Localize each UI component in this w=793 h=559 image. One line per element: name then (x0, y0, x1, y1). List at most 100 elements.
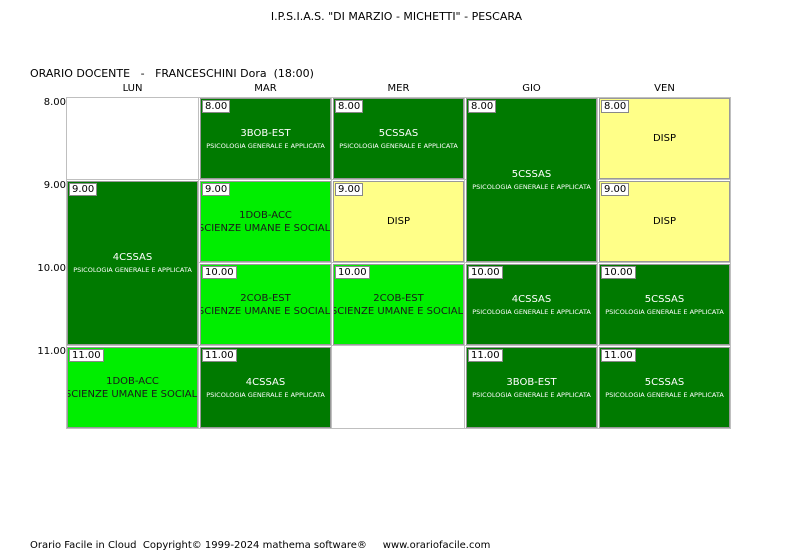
grid-line-vertical (331, 97, 332, 429)
lesson-time: 11.00 (601, 349, 636, 362)
lesson-time: 11.00 (468, 349, 503, 362)
heading-separator: - (140, 67, 145, 80)
lesson-time: 8.00 (601, 100, 630, 113)
time-label-11: 11.00 (37, 346, 66, 357)
lesson-cell[interactable]: 3BOB-EST PSICOLOGIA GENERALE E APPLICATA 1… (466, 347, 597, 428)
grid-line-horizontal (66, 345, 731, 346)
lesson-content: 4CSSAS PSICOLOGIA GENERALE E APPLICATA (68, 182, 197, 344)
grid-line-vertical (464, 97, 465, 429)
lesson-class: 5CSSAS (644, 293, 685, 305)
day-header-ven: VEN (654, 83, 675, 94)
lesson-time: 9.00 (335, 183, 364, 196)
lesson-cell[interactable]: 2COB-EST SCIENZE UMANE E SOCIALI 10.00 (333, 264, 464, 345)
footer-website[interactable]: www.orariofacile.com (382, 540, 491, 551)
lesson-time: 10.00 (601, 266, 636, 279)
lesson-cell[interactable]: DISP 9.00 (599, 181, 730, 262)
lesson-class: 5CSSAS (511, 169, 552, 180)
lesson-cell[interactable]: 5CSSAS PSICOLOGIA GENERALE E APPLICATA 8.0… (466, 98, 597, 262)
teacher-name: FRANCESCHINI Dora (155, 67, 267, 80)
footer-copyright: Copyright© 1999-2024 mathema software® (142, 540, 367, 551)
lesson-content: 1DOB-ACC SCIENZE UMANE E SOCIALI (201, 182, 330, 261)
lesson-subject: SCIENZE UMANE E SOCIALI (200, 305, 331, 317)
lesson-time: 9.00 (69, 183, 98, 196)
lesson-class: 3BOB-EST (506, 376, 557, 388)
day-header-lun: LUN (122, 83, 143, 94)
time-label-8: 8.00 (43, 97, 66, 108)
lesson-class: 1DOB-ACC (106, 375, 159, 387)
lesson-cell[interactable]: 2COB-EST SCIENZE UMANE E SOCIALI 10.00 (200, 264, 331, 345)
footer-app: Orario Facile in Cloud (30, 540, 137, 551)
time-label-10: 10.00 (37, 263, 66, 274)
lesson-content: 3BOB-EST PSICOLOGIA GENERALE E APPLICATA (467, 348, 596, 427)
grid-line-vertical (730, 97, 731, 429)
lesson-class: 2COB-EST (240, 292, 291, 304)
schedule-type: ORARIO DOCENTE (30, 67, 131, 80)
lesson-content: 2COB-EST SCIENZE UMANE E SOCIALI (201, 265, 330, 344)
lesson-class: 3BOB-EST (240, 127, 291, 139)
lesson-subject: PSICOLOGIA GENERALE E APPLICATA (206, 141, 325, 150)
lesson-subject: PSICOLOGIA GENERALE E APPLICATA (206, 390, 325, 399)
lesson-time: 10.00 (468, 266, 503, 279)
lesson-class: DISP (652, 216, 677, 227)
day-header-mer: MER (387, 83, 410, 94)
lesson-class: 4CSSAS (245, 376, 286, 388)
lesson-subject: SCIENZE UMANE E SOCIALI (200, 222, 331, 234)
lesson-subject: PSICOLOGIA GENERALE E APPLICATA (73, 266, 192, 274)
lesson-time: 10.00 (202, 266, 237, 279)
teacher-hours: (18:00) (273, 67, 314, 80)
grid-line-vertical (597, 97, 598, 429)
day-header-mar: MAR (254, 83, 277, 94)
day-header-gio: GIO (522, 83, 541, 94)
lesson-content: 1DOB-ACC SCIENZE UMANE E SOCIALI (68, 348, 197, 427)
lesson-subject: PSICOLOGIA GENERALE E APPLICATA (472, 390, 591, 399)
grid-line-vertical (198, 97, 199, 429)
lesson-content: 3BOB-EST PSICOLOGIA GENERALE E APPLICATA (201, 99, 330, 178)
lesson-cell[interactable]: 5CSSAS PSICOLOGIA GENERALE E APPLICATA 11.… (599, 347, 730, 428)
lesson-subject: PSICOLOGIA GENERALE E APPLICATA (339, 141, 458, 150)
lesson-subject: SCIENZE UMANE E SOCIALI (67, 388, 198, 400)
lesson-class: 5CSSAS (644, 376, 685, 388)
lesson-subject: PSICOLOGIA GENERALE E APPLICATA (472, 183, 591, 191)
lesson-cell[interactable]: 5CSSAS PSICOLOGIA GENERALE E APPLICATA 10.… (599, 264, 730, 345)
lesson-content: DISP (600, 99, 729, 178)
timetable-grid (66, 97, 731, 429)
lesson-class: DISP (386, 216, 411, 227)
lesson-subject: PSICOLOGIA GENERALE E APPLICATA (605, 390, 724, 399)
lesson-time: 11.00 (69, 349, 104, 362)
lesson-content: 5CSSAS PSICOLOGIA GENERALE E APPLICATA (600, 265, 729, 344)
lesson-cell[interactable]: 1DOB-ACC SCIENZE UMANE E SOCIALI 9.00 (200, 181, 331, 262)
grid-line-horizontal (66, 179, 731, 180)
lesson-time: 8.00 (202, 100, 231, 113)
lesson-cell[interactable]: 3BOB-EST PSICOLOGIA GENERALE E APPLICATA 8… (200, 98, 331, 179)
lesson-cell[interactable]: 4CSSAS PSICOLOGIA GENERALE E APPLICATA 10.… (466, 264, 597, 345)
lesson-subject: SCIENZE UMANE E SOCIALI (333, 305, 464, 317)
lesson-cell[interactable]: 4CSSAS PSICOLOGIA GENERALE E APPLICATA 11.… (200, 347, 331, 428)
lesson-cell[interactable]: DISP 8.00 (599, 98, 730, 179)
lesson-cell[interactable]: 4CSSAS PSICOLOGIA GENERALE E APPLICATA 9.0… (67, 181, 198, 345)
lesson-time: 9.00 (202, 183, 231, 196)
lesson-class: DISP (652, 133, 677, 144)
grid-line-horizontal (66, 428, 731, 429)
school-title: I.P.S.I.A.S. "DI MARZIO - MICHETTI" - PE… (270, 10, 523, 23)
lesson-class: 4CSSAS (112, 252, 153, 263)
lesson-cell[interactable]: 1DOB-ACC SCIENZE UMANE E SOCIALI 11.00 (67, 347, 198, 428)
lesson-content: DISP (334, 182, 463, 261)
lesson-content: 2COB-EST SCIENZE UMANE E SOCIALI (334, 265, 463, 344)
lesson-content: 4CSSAS PSICOLOGIA GENERALE E APPLICATA (467, 265, 596, 344)
lesson-class: 4CSSAS (511, 293, 552, 305)
schedule-heading: ORARIO DOCENTE - FRANCESCHINI Dora (18:0… (30, 67, 314, 80)
lesson-time: 11.00 (202, 349, 237, 362)
lesson-cell[interactable]: 5CSSAS PSICOLOGIA GENERALE E APPLICATA 8.0… (333, 98, 464, 179)
lesson-content: 4CSSAS PSICOLOGIA GENERALE E APPLICATA (201, 348, 330, 427)
lesson-time: 10.00 (335, 266, 370, 279)
lesson-content: DISP (600, 182, 729, 261)
lesson-content: 5CSSAS PSICOLOGIA GENERALE E APPLICATA (600, 348, 729, 427)
footer: Orario Facile in Cloud Copyright© 1999-2… (30, 540, 490, 551)
lesson-time: 8.00 (335, 100, 364, 113)
lesson-subject: PSICOLOGIA GENERALE E APPLICATA (605, 307, 724, 316)
lesson-cell[interactable]: DISP 9.00 (333, 181, 464, 262)
lesson-time: 8.00 (468, 100, 497, 113)
lesson-class: 1DOB-ACC (239, 209, 292, 221)
lesson-subject: PSICOLOGIA GENERALE E APPLICATA (472, 307, 591, 316)
lesson-time: 9.00 (601, 183, 630, 196)
